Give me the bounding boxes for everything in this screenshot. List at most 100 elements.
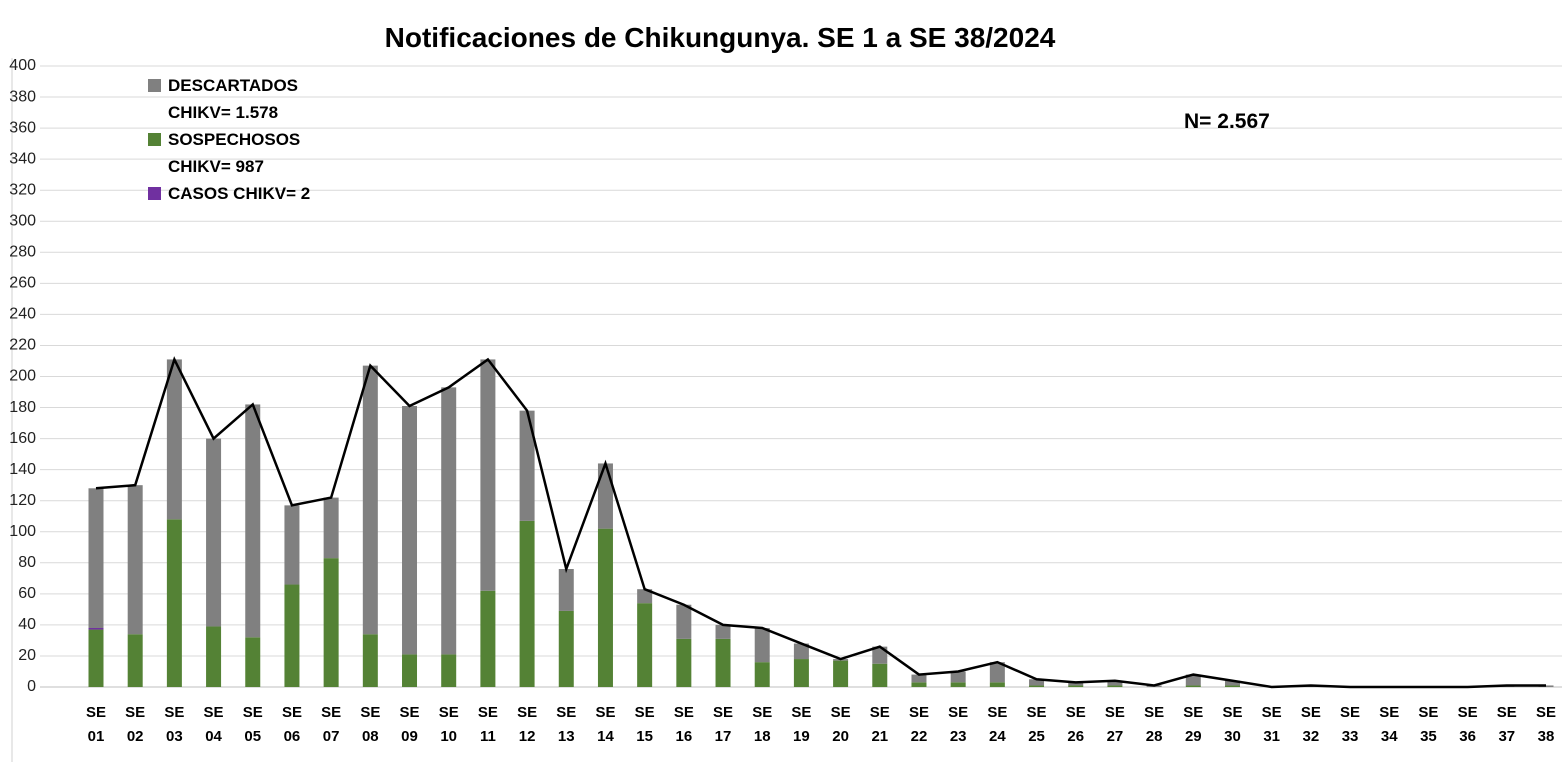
x-tick-label: SE 36 [1458, 704, 1478, 745]
legend-item: CASOS CHIKV= 2 [148, 180, 328, 207]
x-tick-label: SE 28 [1144, 704, 1164, 745]
x-tick-label: SE 07 [321, 704, 341, 745]
bar-segment [245, 637, 261, 687]
bar-segment [676, 604, 692, 639]
legend-label: DESCARTADOS CHIKV= 1.578 [168, 76, 299, 122]
y-tick-label: 380 [9, 88, 36, 105]
x-tick-label: SE 11 [478, 704, 498, 745]
bar-segment [872, 663, 888, 687]
bar-segment [88, 628, 104, 630]
bar-segment [911, 674, 927, 683]
x-tick-label: SE 05 [243, 704, 263, 745]
y-tick-label: 340 [9, 150, 36, 167]
bar-segment [1107, 685, 1123, 687]
bar-segment [480, 590, 496, 687]
x-tick-label: SE 13 [556, 704, 576, 745]
x-tick-label: SE 15 [635, 704, 655, 745]
legend-label: CASOS CHIKV= 2 [168, 184, 311, 203]
legend: DESCARTADOS CHIKV= 1.578 SOSPECHOSOS CHIK… [148, 72, 328, 207]
bar-segment [1224, 680, 1240, 686]
bar-segment [206, 626, 222, 687]
x-tick-label: SE 18 [752, 704, 772, 745]
x-tick-label: SE 14 [595, 704, 615, 745]
bar-segment [166, 519, 182, 687]
x-tick-label: SE 35 [1418, 704, 1438, 745]
x-tick-label: SE 08 [360, 704, 380, 745]
bar-segment [206, 438, 222, 627]
x-tick-label: SE 16 [674, 704, 694, 745]
y-tick-label: 80 [18, 554, 36, 571]
x-tick-label: SE 12 [517, 704, 537, 745]
y-tick-label: 220 [9, 337, 36, 354]
y-tick-label: 200 [9, 368, 36, 385]
x-tick-label: SE 23 [948, 704, 968, 745]
x-tick-label: SE 34 [1379, 704, 1399, 745]
bar-segment [1029, 685, 1045, 687]
x-tick-label: SE 37 [1497, 704, 1517, 745]
bar-segment [480, 359, 496, 591]
bar-segment [1029, 679, 1045, 686]
legend-item: DESCARTADOS CHIKV= 1.578 [148, 72, 328, 126]
bar-segment [1068, 682, 1084, 686]
bar-segment [323, 497, 339, 559]
bar-segment [833, 660, 849, 687]
y-tick-label: 0 [27, 678, 36, 695]
bar-segment [950, 671, 966, 683]
bar-segment [1224, 685, 1240, 687]
y-tick-label: 240 [9, 306, 36, 323]
x-tick-label: SE 38 [1536, 704, 1556, 745]
y-tick-label: 140 [9, 461, 36, 478]
legend-swatch [148, 187, 161, 200]
x-tick-label: SE 06 [282, 704, 302, 745]
bar-segment [872, 646, 888, 664]
bar-segment [715, 624, 731, 639]
y-tick-label: 20 [18, 647, 36, 664]
x-tick-label: SE 17 [713, 704, 733, 745]
bar-segment [1185, 685, 1201, 687]
bar-segment [402, 654, 418, 687]
y-tick-label: 320 [9, 181, 36, 198]
bar-segment [88, 629, 104, 687]
bar-segment [245, 404, 261, 638]
y-tick-label: 280 [9, 244, 36, 261]
bar-segment [1068, 685, 1084, 687]
bar-segment [793, 659, 809, 687]
bar-segment [637, 603, 653, 687]
legend-swatch [148, 79, 161, 92]
bar-segment [284, 584, 300, 687]
x-tick-label: SE 24 [987, 704, 1007, 745]
bar-segment [754, 662, 770, 687]
x-tick-label: SE 02 [125, 704, 145, 745]
bar-segment [127, 485, 143, 635]
x-tick-label: SE 26 [1066, 704, 1086, 745]
bar-segment [950, 682, 966, 687]
bar-segment [754, 628, 770, 663]
x-tick-label: SE 20 [831, 704, 851, 745]
bar-segment [519, 520, 535, 687]
x-tick-label: SE 33 [1340, 704, 1360, 745]
x-tick-label: SE 10 [439, 704, 459, 745]
bar-segment [362, 365, 378, 635]
bar-segment [558, 610, 574, 687]
bar-segment [676, 638, 692, 687]
annotation: N= 2.567 [1184, 110, 1270, 133]
x-tick-label: SE 21 [870, 704, 890, 745]
bar-segment [558, 569, 574, 611]
x-tick-label: SE 01 [86, 704, 106, 745]
y-tick-label: 260 [9, 275, 36, 292]
bar-segment [989, 682, 1005, 687]
bar-segment [402, 405, 418, 655]
x-tick-label: SE 30 [1222, 704, 1242, 745]
bar-segment [715, 638, 731, 687]
y-tick-label: 100 [9, 523, 36, 540]
x-tick-label: SE 09 [400, 704, 420, 745]
x-tick-label: SE 32 [1301, 704, 1321, 745]
y-tick-label: 160 [9, 430, 36, 447]
y-tick-label: 120 [9, 492, 36, 509]
x-tick-label: SE 25 [1027, 704, 1047, 745]
x-tick-label: SE 04 [204, 704, 224, 745]
y-tick-label: 60 [18, 585, 36, 602]
legend-item: SOSPECHOSOS CHIKV= 987 [148, 126, 328, 180]
x-tick-label: SE 29 [1183, 704, 1203, 745]
